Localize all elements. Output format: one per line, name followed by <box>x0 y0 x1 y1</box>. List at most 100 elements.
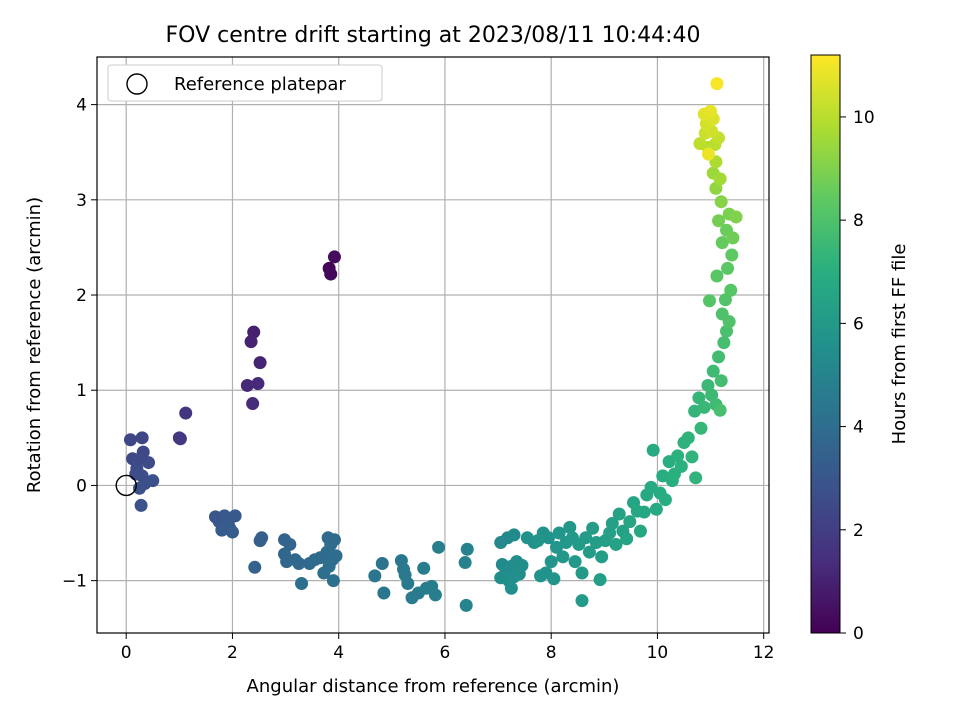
data-point <box>712 214 726 228</box>
data-point <box>123 433 137 447</box>
data-point <box>556 550 570 564</box>
data-point <box>714 195 728 209</box>
x-tick-label: 12 <box>753 643 775 663</box>
data-point <box>253 356 267 370</box>
x-tick-label: 10 <box>647 643 669 663</box>
colorbar-ticks: 0 2 4 6 8 10 <box>840 108 875 644</box>
data-point <box>283 537 297 551</box>
colorbar-tick-label: 6 <box>853 314 864 334</box>
data-point <box>142 456 156 470</box>
colorbar-tick-label: 4 <box>853 418 864 438</box>
data-point <box>146 474 160 488</box>
y-tick-label: −1 <box>62 572 87 592</box>
colorbar-gradient <box>810 54 841 634</box>
data-point <box>458 556 472 570</box>
data-point <box>552 526 566 540</box>
x-tick-label: 2 <box>227 643 238 663</box>
data-point <box>417 561 431 575</box>
data-point <box>326 574 340 588</box>
legend-entry-reference: Reference platepar <box>174 74 346 95</box>
data-point <box>377 586 391 600</box>
y-tick-label: 3 <box>76 191 87 211</box>
data-point <box>459 598 473 612</box>
data-point <box>710 77 724 91</box>
data-point <box>575 566 589 580</box>
y-tick-label: 2 <box>76 286 87 306</box>
data-point <box>620 532 634 546</box>
x-tick-label: 0 <box>121 643 132 663</box>
data-point <box>504 581 518 595</box>
data-point <box>612 507 626 521</box>
y-tick-label: 4 <box>76 96 87 116</box>
data-point <box>715 236 729 250</box>
x-tick-label: 6 <box>440 643 451 663</box>
data-point <box>327 250 341 264</box>
colorbar-tick-label: 8 <box>853 211 864 231</box>
data-point <box>225 525 239 539</box>
colorbar-tick-label: 10 <box>853 108 875 128</box>
data-point <box>251 377 265 391</box>
data-point <box>729 210 743 224</box>
data-point <box>246 397 260 411</box>
data-point <box>718 293 732 307</box>
data-point <box>633 524 647 538</box>
data-point <box>568 555 582 569</box>
data-point <box>710 269 724 283</box>
data-point <box>693 137 707 151</box>
data-point <box>713 172 727 186</box>
data-point <box>460 542 474 556</box>
data-point <box>512 567 526 581</box>
data-point <box>726 231 740 245</box>
colorbar-tick-label: 2 <box>853 521 864 541</box>
x-tick-label: 8 <box>546 643 557 663</box>
data-point <box>244 335 258 349</box>
colorbar: 0 2 4 6 8 10 Hours from first FF file <box>810 54 910 644</box>
data-point <box>368 569 382 583</box>
data-point <box>132 481 146 495</box>
data-point <box>685 450 699 464</box>
data-point <box>725 248 739 262</box>
data-point <box>575 594 589 608</box>
data-point <box>721 261 735 275</box>
y-axis-label: Rotation from reference (arcmin) <box>24 197 45 493</box>
data-point <box>605 517 619 531</box>
chart-title: FOV centre drift starting at 2023/08/11 … <box>166 23 701 48</box>
legend: Reference platepar <box>107 64 383 102</box>
y-tick-label: 0 <box>76 476 87 496</box>
data-point <box>646 443 660 457</box>
data-point <box>637 505 651 519</box>
x-axis-ticks: 0 2 4 6 8 10 12 <box>121 633 775 663</box>
data-point <box>586 521 600 535</box>
data-point <box>563 520 577 534</box>
data-point <box>595 550 609 564</box>
data-point <box>658 493 672 507</box>
reference-platepar-marker <box>115 474 137 497</box>
y-tick-label: 1 <box>76 381 87 401</box>
data-points <box>115 77 743 612</box>
data-point <box>712 350 726 364</box>
data-point <box>681 431 695 445</box>
data-point <box>671 449 685 463</box>
data-point <box>547 572 561 586</box>
data-point <box>317 566 331 580</box>
colorbar-label: Hours from first FF file <box>889 244 910 445</box>
data-point <box>713 403 727 417</box>
data-point <box>292 556 306 570</box>
x-axis-label: Angular distance from reference (arcmin) <box>247 676 620 697</box>
x-tick-label: 4 <box>333 643 344 663</box>
data-point <box>135 431 149 445</box>
data-point <box>248 560 262 574</box>
data-point <box>722 315 736 329</box>
data-point <box>724 283 738 297</box>
data-point <box>694 421 708 435</box>
legend-reference-marker <box>126 73 148 95</box>
data-point <box>714 374 728 388</box>
data-point <box>432 540 446 554</box>
data-point <box>531 534 545 548</box>
data-point <box>674 459 688 473</box>
data-point <box>324 267 338 281</box>
data-point <box>173 432 187 446</box>
data-point <box>697 400 711 414</box>
data-point <box>134 498 148 512</box>
